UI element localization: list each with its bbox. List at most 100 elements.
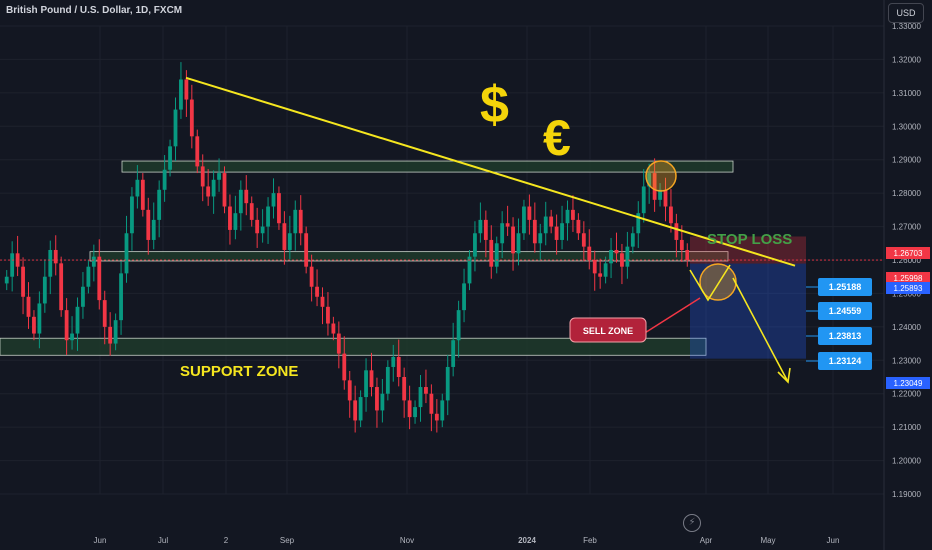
candle-body (320, 296, 325, 307)
candle-body (364, 370, 368, 398)
stop-loss-label: STOP LOSS (707, 231, 792, 248)
y-tick-label: 1.26000 (892, 256, 921, 265)
candlesticks (0, 62, 884, 433)
candle-body (451, 340, 456, 367)
candle-body (685, 249, 690, 260)
candle-body (576, 219, 581, 234)
candle-body (81, 286, 85, 307)
candle-body (527, 206, 532, 220)
candle-body (342, 353, 347, 381)
candle-body (462, 283, 466, 311)
candle-body (293, 209, 298, 234)
candle-body (75, 306, 80, 334)
arrow-head (777, 367, 791, 384)
candle-body (298, 209, 303, 234)
candle-body (130, 196, 134, 234)
candle-body (287, 233, 292, 250)
candle-body (168, 146, 172, 170)
x-tick-label: Jun (94, 536, 107, 545)
candle-body (445, 366, 450, 401)
candle-body (467, 256, 472, 284)
currency-button[interactable]: USD (888, 3, 924, 23)
support-zone-label: SUPPORT ZONE (180, 363, 298, 380)
candle-body (249, 203, 254, 220)
candle-body (108, 326, 113, 344)
candle-body (565, 209, 570, 224)
candle-body (353, 400, 358, 421)
axis-price-badge (886, 247, 930, 259)
candle-body (189, 99, 194, 137)
chart-zones (0, 160, 734, 356)
x-tick-label: Jun (827, 536, 840, 545)
x-tick-label: 2 (224, 536, 229, 545)
upper-resistance-zone (121, 160, 734, 173)
candle-body (184, 79, 189, 100)
candle-body (478, 219, 483, 234)
candle-body (233, 213, 238, 230)
candle-body (173, 109, 178, 147)
candle-body (244, 189, 249, 204)
candle-body (260, 226, 265, 234)
candle-body (603, 263, 608, 277)
retest-path (689, 264, 731, 302)
price-axis: 1.33000 1.32000 1.31000 1.30000 1.29000 1.280… (883, 0, 921, 550)
candle-body (592, 260, 597, 274)
candle-body (516, 233, 521, 254)
candle-body (456, 310, 461, 341)
candle-body (391, 356, 396, 367)
price-labels: 1.25188 1.24559 1.23813 1.23124 1.26703 1.259… (806, 247, 930, 389)
candle-body (140, 179, 145, 210)
candle-body (157, 189, 162, 220)
candle-body (48, 249, 53, 277)
y-tick-label: 1.19000 (892, 490, 921, 499)
axis-price-text: 1.25998 (894, 274, 923, 283)
short-position-tool (690, 236, 806, 359)
y-tick-label: 1.24000 (892, 323, 921, 332)
target-label-box (818, 327, 872, 345)
y-tick-label: 1.32000 (892, 55, 921, 64)
x-tick-label: Jul (158, 536, 168, 545)
candle-body (434, 413, 439, 421)
candle-body (679, 239, 684, 250)
candle-body (380, 393, 385, 411)
y-tick-label: 1.21000 (892, 423, 921, 432)
candle-body (119, 273, 123, 321)
candle-body (494, 243, 499, 267)
axis-price-text: 1.23049 (894, 379, 923, 388)
candle-body (674, 223, 679, 240)
candle-body (396, 356, 401, 377)
candle-body (630, 233, 635, 247)
candle-body (505, 223, 510, 227)
target-label-box (818, 352, 872, 370)
y-tick-label: 1.31000 (892, 89, 921, 98)
axis-price-badge (886, 282, 930, 294)
candle-body (91, 256, 96, 267)
x-tick-label: Sep (280, 536, 295, 545)
candle-body (162, 169, 167, 190)
x-tick-label: Feb (583, 536, 597, 545)
candle-body (669, 206, 673, 224)
x-tick-label: Nov (400, 536, 414, 545)
candle-body (211, 179, 216, 197)
candle-body (255, 219, 260, 234)
candle-body (282, 223, 287, 250)
candle-body (385, 366, 390, 394)
candle-body (369, 370, 374, 388)
candle-body (304, 233, 309, 267)
sell-zone-box (569, 317, 647, 343)
candle-body (53, 249, 58, 264)
candle-body (663, 189, 668, 207)
candle-body (652, 173, 657, 200)
candle-body (4, 276, 9, 284)
target-label-box (818, 278, 872, 296)
candle-body (135, 179, 140, 197)
candle-body (614, 249, 619, 254)
candle-body (424, 387, 428, 394)
euro-sign-icon: € (543, 110, 571, 166)
lightning-icon[interactable]: ⚡ (683, 514, 701, 532)
axis-price-badge (886, 377, 930, 389)
y-tick-label: 1.20000 (892, 457, 921, 466)
target-label-box (818, 302, 872, 320)
candle-body (315, 286, 319, 297)
